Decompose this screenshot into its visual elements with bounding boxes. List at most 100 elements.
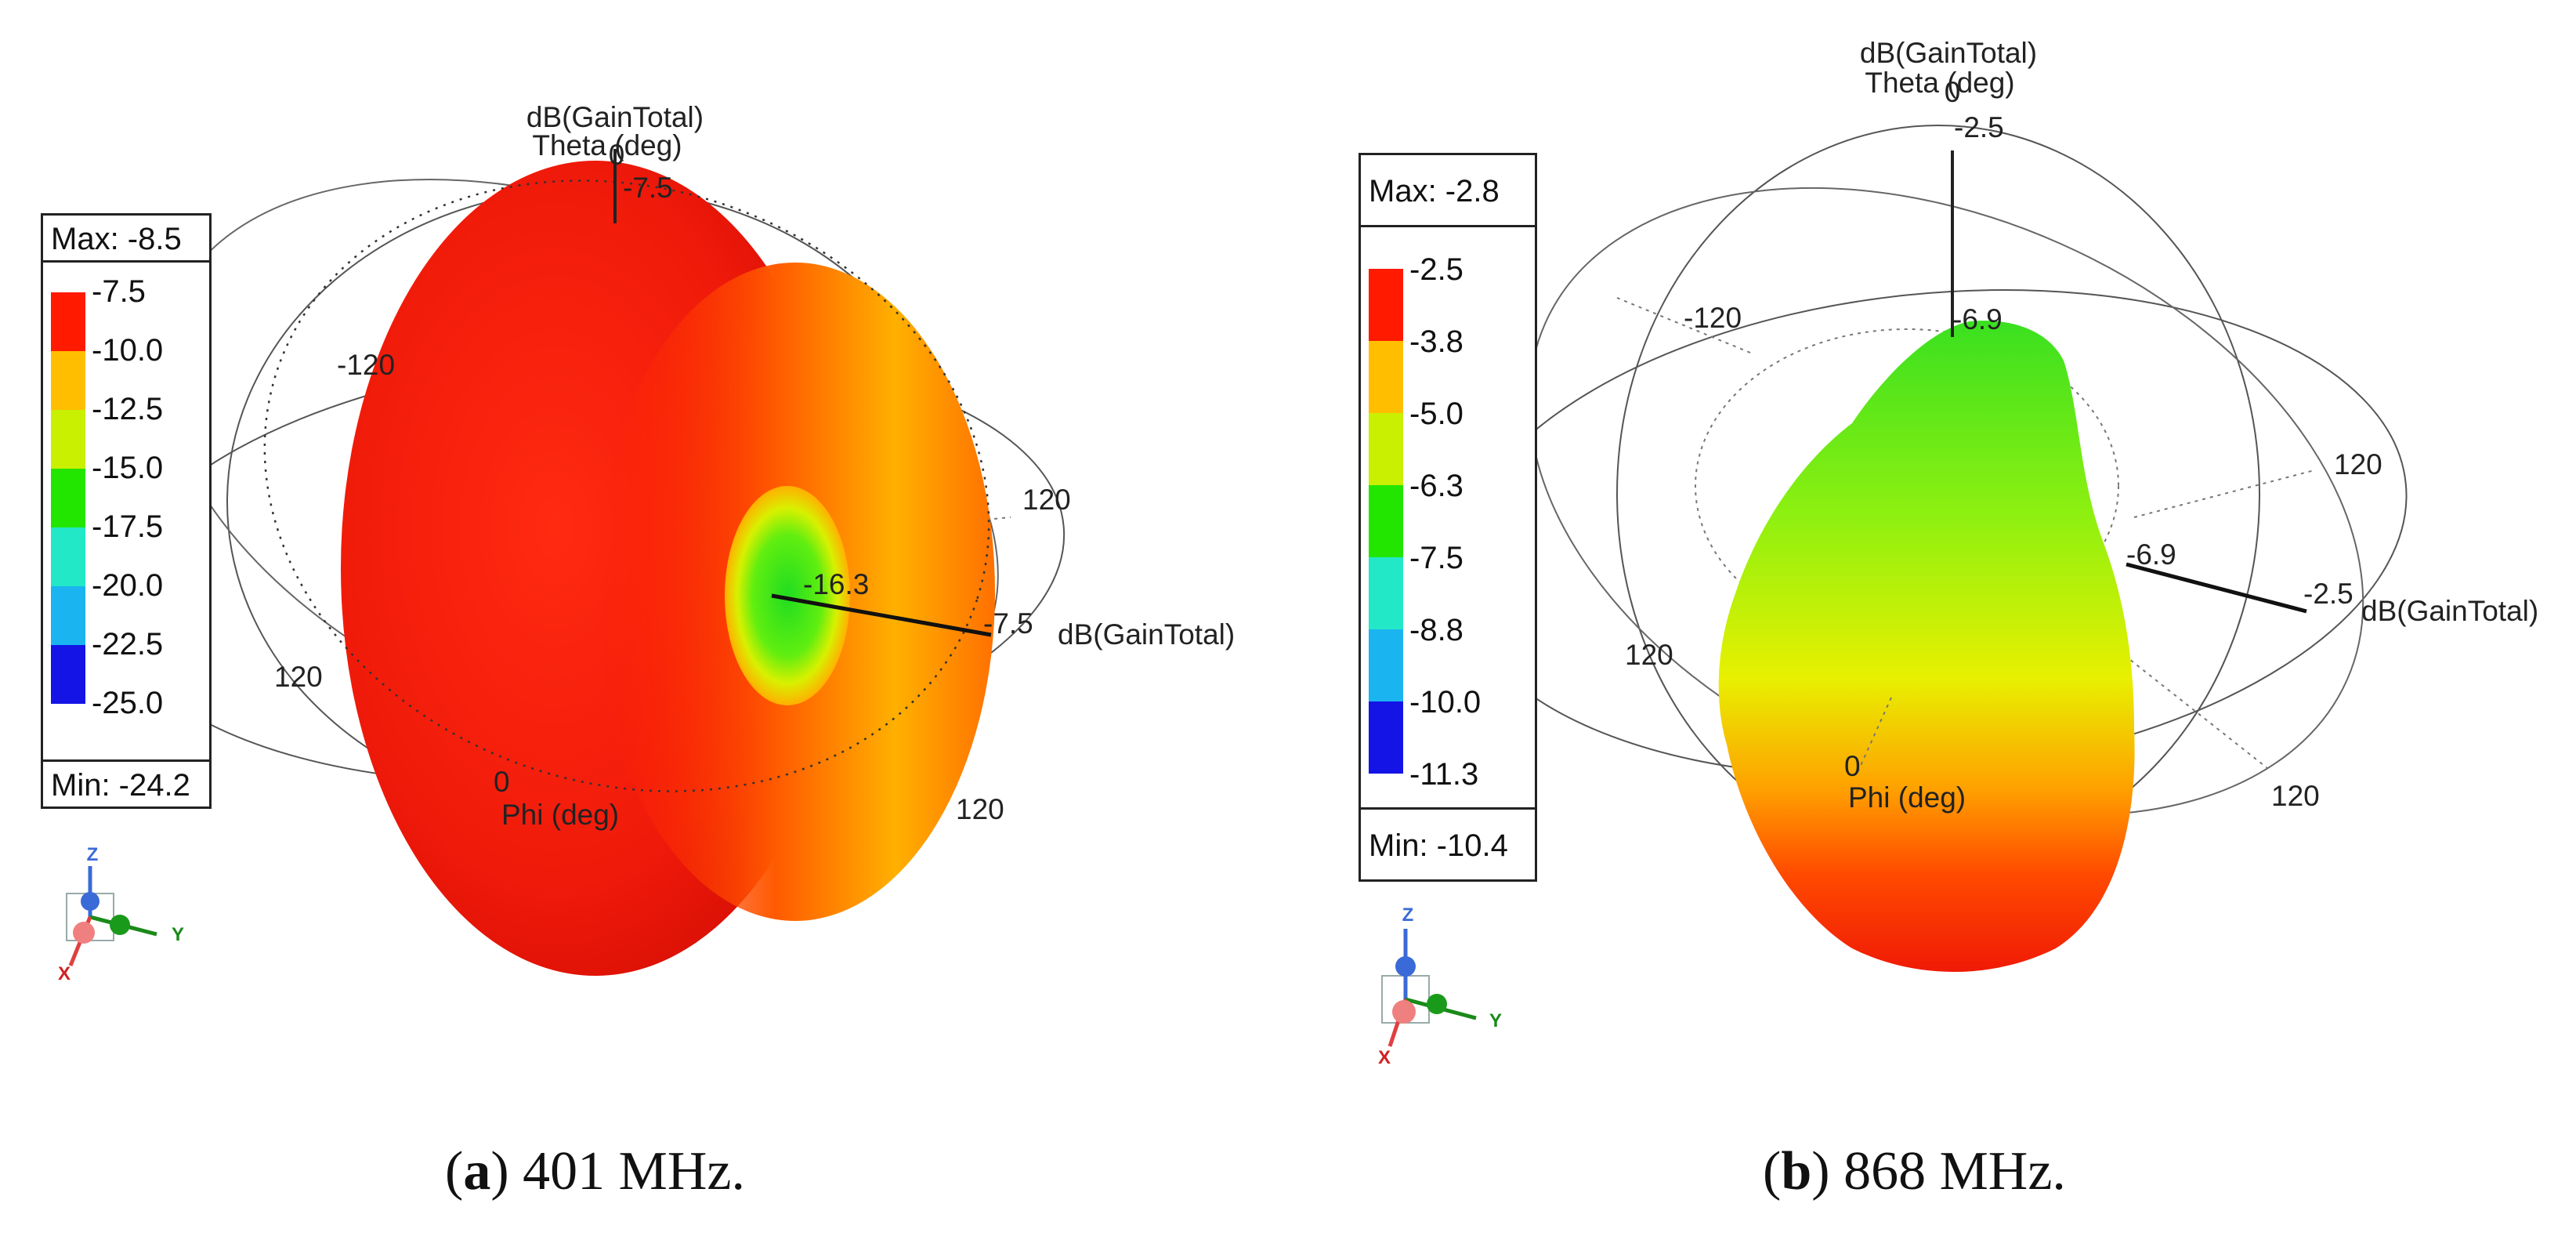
phi-label: Phi (deg) (501, 799, 619, 831)
legend-level: -15.0 (92, 451, 164, 485)
legend-level: -7.5 (92, 274, 146, 309)
top-gain-value: -2.5 (1954, 111, 2004, 143)
theta-label: Theta (deg) (1865, 67, 2014, 99)
legend-level: -3.8 (1409, 324, 1463, 359)
legend-swatch (1369, 413, 1403, 485)
side-inner-value: -6.9 (2126, 538, 2176, 571)
axis-triad: Z Y X (58, 844, 184, 984)
axis-title-top: dB(GainTotal) (1860, 37, 2037, 69)
legend-row: -7.5 (1369, 541, 1532, 629)
side-gain-value: -2.5 (2303, 578, 2353, 610)
triad-x-label: X (58, 963, 71, 984)
legend-row: -17.5 (51, 509, 206, 586)
legend-row: -7.5 (51, 274, 206, 351)
legend-swatch (1369, 341, 1403, 413)
panel-868mhz: dB(GainTotal) Theta (deg) 0 -2.5 -6.9 -6… (1288, 0, 2576, 1236)
panel-401mhz: dB(GainTotal) Theta (deg) 0 -7.5 -16.3 -… (41, 101, 1235, 1202)
side-gain-value: -7.5 (983, 607, 1033, 640)
axis-title-side: dB(GainTotal) (1058, 618, 1235, 651)
legend-row: -12.5 (51, 392, 206, 469)
legend-level-last: -11.3 (1409, 757, 1479, 792)
radiation-pattern-401mhz: dB(GainTotal) Theta (deg) 0 -7.5 -16.3 -… (58, 101, 1235, 984)
legend-level: -20.0 (92, 568, 164, 603)
tick-right: 120 (2334, 448, 2382, 480)
legend-row: -15.0 (51, 451, 206, 527)
tick-bottom-right: 120 (956, 793, 1004, 825)
wire-dotted-inner (1855, 697, 1892, 777)
axis-triad: Z Y X (1378, 904, 1502, 1068)
legend-swatch (51, 469, 85, 527)
legend-row: -3.8 (1369, 324, 1532, 413)
legend-level: -10.0 (92, 333, 164, 368)
legend-row: -10.0 -11.3 (1369, 685, 1532, 792)
triad-x-label: X (1378, 1047, 1391, 1068)
legend-row: -20.0 (51, 568, 206, 645)
legend-level: -17.5 (92, 509, 164, 544)
pattern-surface-null (725, 486, 850, 705)
legend-max: Max: -8.5 (43, 216, 209, 263)
legend-row: -10.0 (51, 333, 206, 410)
triad-y-label: Y (172, 924, 184, 945)
top-gain-value: -7.5 (623, 172, 673, 204)
legend-swatch (1369, 629, 1403, 701)
caption-text: 401 MHz. (508, 1141, 745, 1202)
legend-swatch (1369, 557, 1403, 629)
gain-axis (2126, 562, 2307, 614)
color-legend-401mhz: Max: -8.5 -7.5 -10.0 -12.5 -15.0 -17.5 -… (41, 213, 212, 809)
triad-y-label: Y (1489, 1010, 1502, 1031)
legend-level: -10.0 (1409, 685, 1482, 719)
axis-title-side: dB(GainTotal) (2361, 595, 2538, 627)
wire-dotted-left (1616, 297, 1751, 353)
legend-row: -22.5 -25.0 (51, 627, 206, 720)
tick-bottom-right: 120 (2271, 780, 2320, 812)
theta-zero-label: 0 (1945, 76, 1961, 108)
tick-right: 120 (1022, 484, 1071, 516)
legend-swatch (1369, 701, 1403, 774)
color-legend-868mhz: Max: -2.8 -2.5 -3.8 -5.0 -6.3 -7.5 -8.8 … (1359, 153, 1537, 882)
axis-title-top: dB(GainTotal) (526, 101, 704, 133)
legend-swatch (51, 351, 85, 410)
caption-letter: a (463, 1141, 491, 1202)
triad-z-label: Z (1402, 904, 1414, 926)
legend-row: -5.0 (1369, 397, 1532, 485)
legend-level: -5.0 (1409, 397, 1463, 431)
legend-swatch (51, 527, 85, 586)
caption-401mhz: (a) 401 MHz. (445, 1141, 745, 1202)
legend-row: -6.3 (1369, 469, 1532, 557)
legend-min: Min: -10.4 (1361, 807, 1535, 879)
legend-max: Max: -2.8 (1361, 155, 1535, 227)
legend-row: -2.5 (1369, 252, 1532, 341)
legend-scale: -2.5 -3.8 -5.0 -6.3 -7.5 -8.8 -10.0 -11.… (1369, 252, 1532, 792)
legend-level: -7.5 (1409, 541, 1463, 575)
legend-swatch (1369, 485, 1403, 557)
gain-axis (771, 593, 992, 637)
legend-swatch (51, 410, 85, 469)
legend-swatch (51, 292, 85, 351)
theta-zero-label: 0 (609, 139, 625, 171)
caption-letter: b (1781, 1141, 1812, 1202)
tick-left-top: -120 (337, 349, 395, 381)
caption-868mhz: (b) 868 MHz. (1763, 1141, 2066, 1202)
wire-dotted-equator (263, 179, 990, 792)
radiation-pattern-868mhz: dB(GainTotal) Theta (deg) 0 -2.5 -6.9 -6… (1378, 37, 2538, 1068)
legend-swatch (1369, 269, 1403, 341)
null-gain-value: -16.3 (803, 568, 869, 600)
legend-level: -6.3 (1409, 469, 1463, 503)
legend-level: -22.5 (92, 627, 164, 661)
wire-dotted-right (2133, 469, 2315, 518)
tick-left-bottom: 120 (1625, 639, 1673, 671)
triad-z-label: Z (87, 844, 99, 865)
legend-scale: -7.5 -10.0 -12.5 -15.0 -17.5 -20.0 -22.5… (51, 274, 206, 720)
legend-row: -8.8 (1369, 613, 1532, 701)
phi-zero-label: 0 (1844, 750, 1861, 782)
phi-label: Phi (deg) (1848, 781, 1966, 814)
legend-swatch (51, 645, 85, 704)
tick-left-bottom: 120 (274, 661, 323, 693)
legend-level: -8.8 (1409, 613, 1463, 647)
legend-swatch (51, 586, 85, 645)
theta-label: Theta (deg) (532, 129, 682, 161)
legend-level-last: -25.0 (92, 686, 164, 720)
pattern-surface (1718, 321, 2135, 973)
legend-min: Min: -24.2 (43, 759, 209, 806)
wire-dotted-lower (2118, 650, 2268, 769)
